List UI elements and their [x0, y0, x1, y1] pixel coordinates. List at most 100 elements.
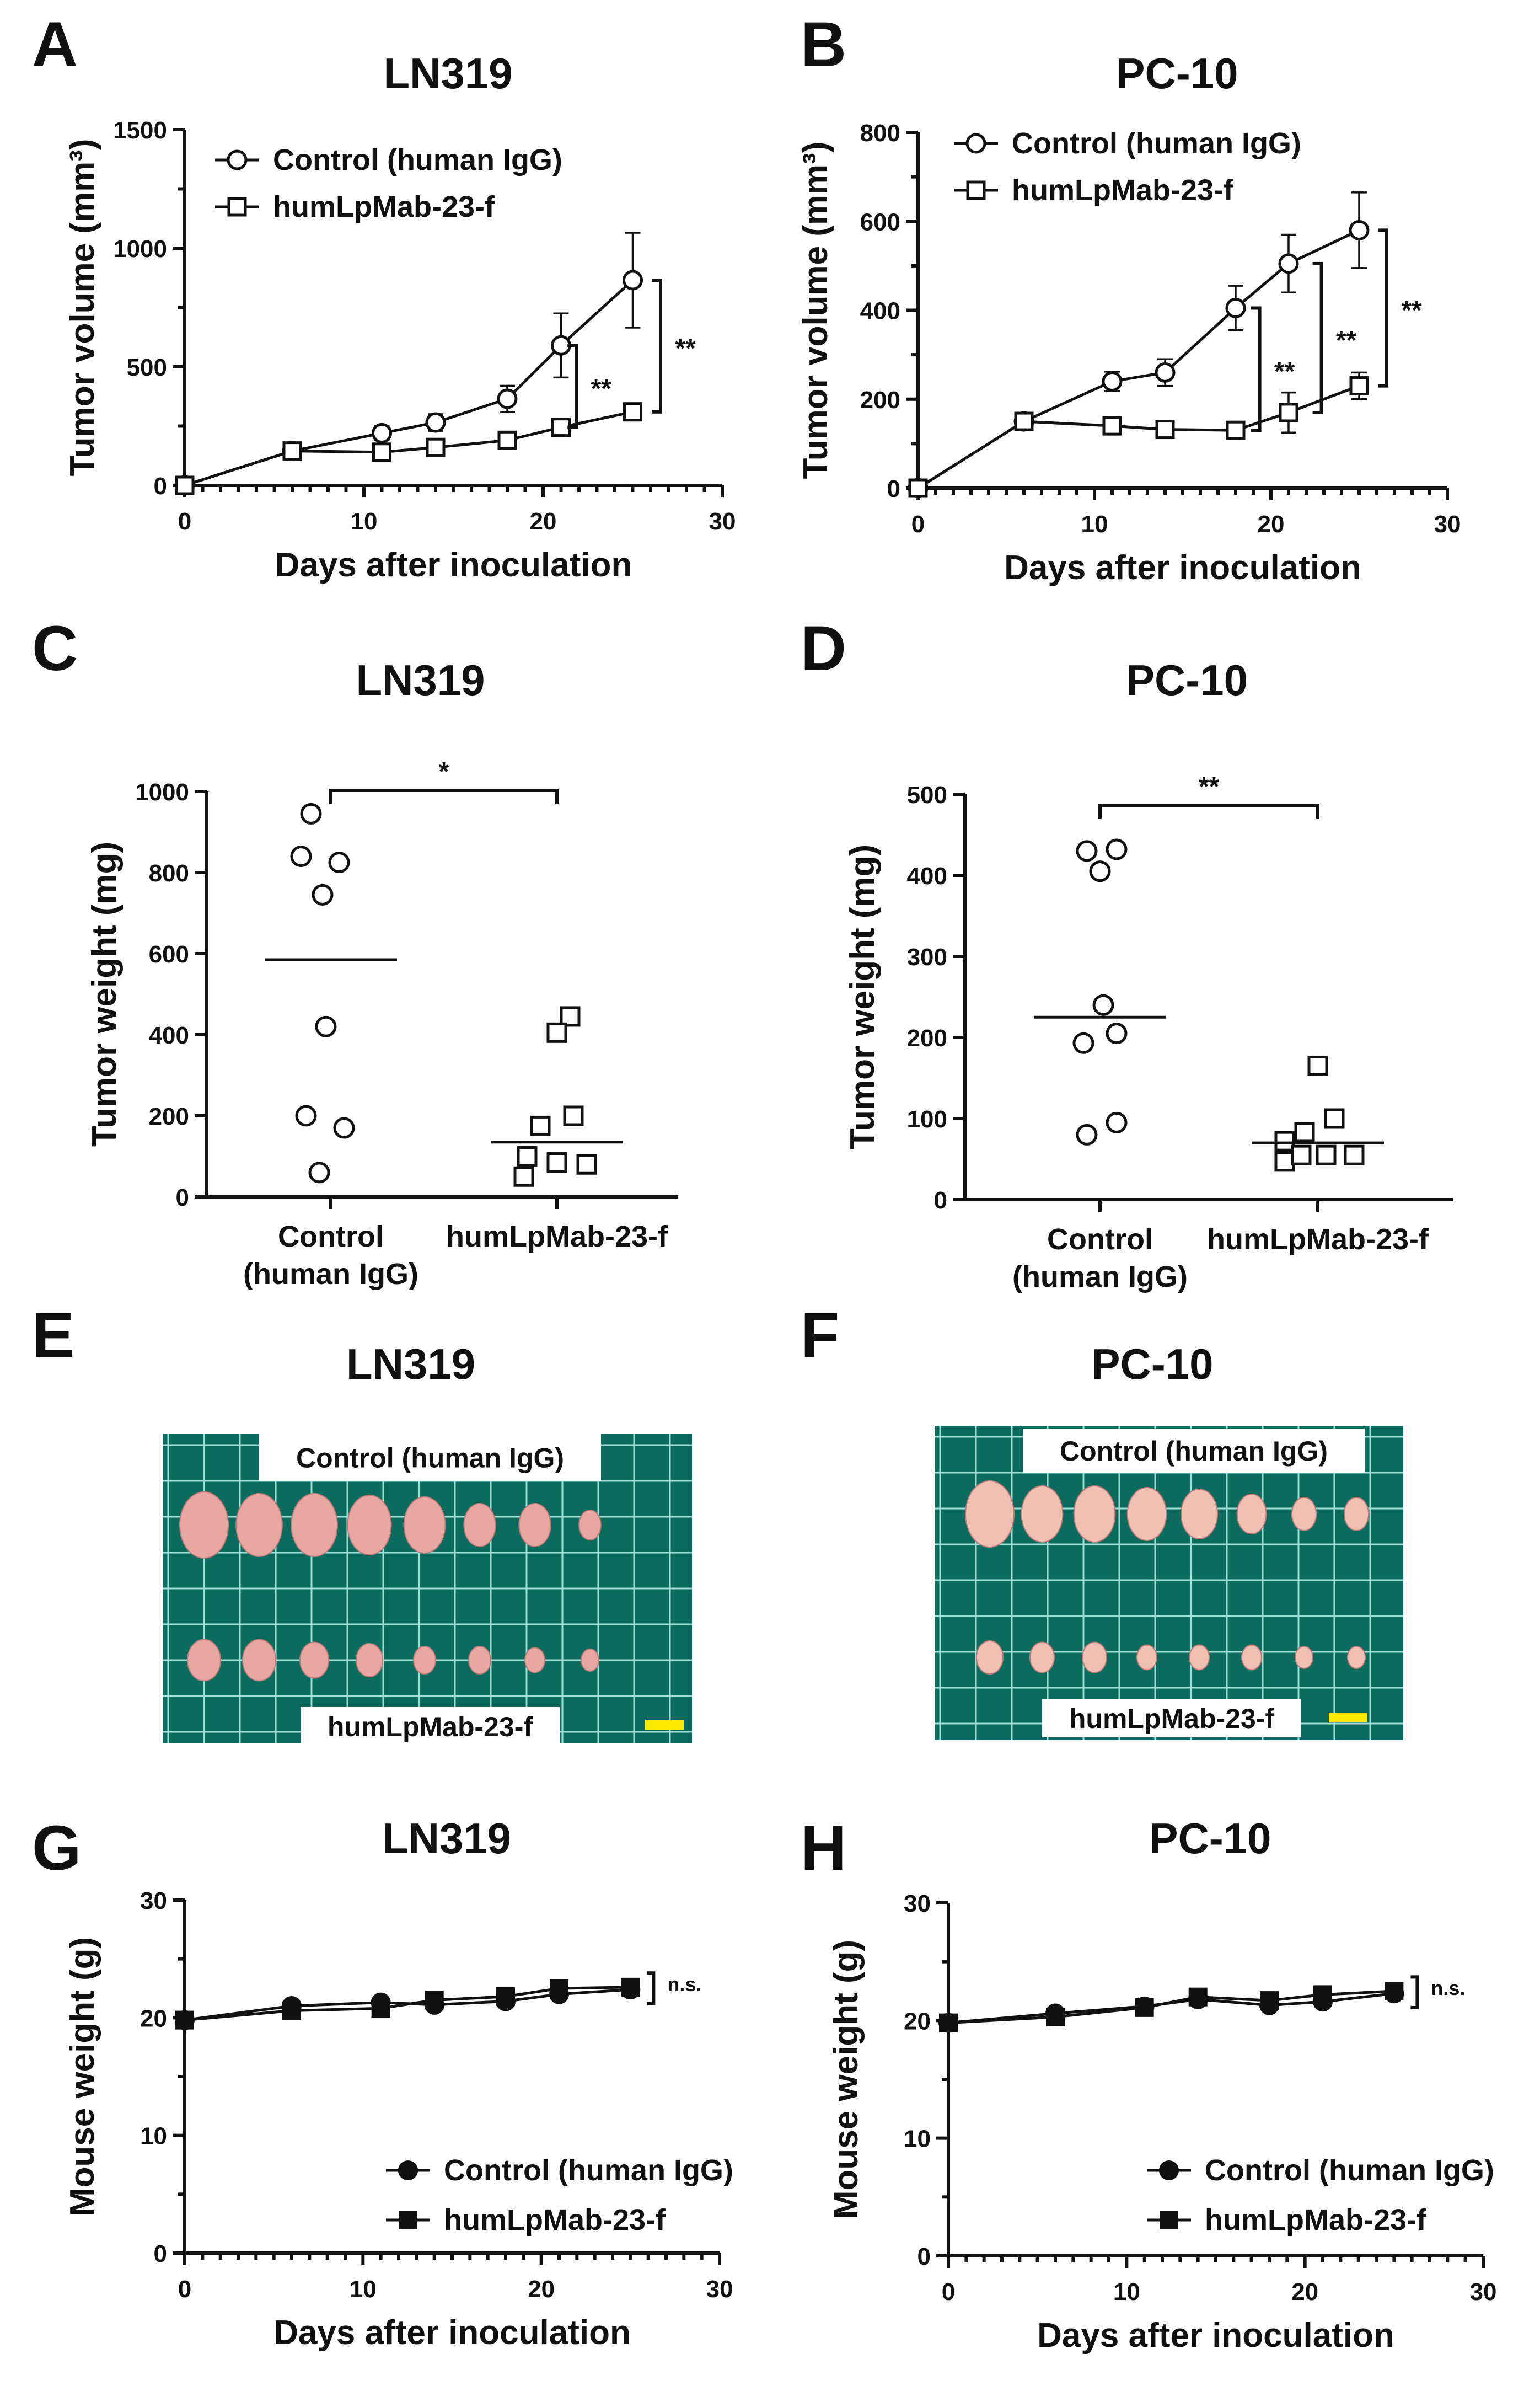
chart-a-y-tick-label: 1500 — [113, 117, 167, 144]
chart-c-group-1-point — [560, 1006, 581, 1027]
chart-c-group-0-point — [312, 884, 334, 906]
chart-a-x-tick-label: 30 — [709, 508, 736, 535]
chart-a-legend-label: Control (human IgG) — [273, 143, 562, 176]
photo-e-tumors-ln319: LN319 Control (human IgG) humLpMab-23-f — [163, 1340, 692, 1746]
photo-f-top-label: Control (human IgG) — [1060, 1436, 1328, 1467]
chart-h-x-tick-label: 20 — [1291, 2278, 1318, 2305]
chart-c-y-tick-label: 400 — [149, 1022, 189, 1049]
chart-a-x-label: Days after inoculation — [275, 546, 632, 584]
chart-b-y-tick-label: 0 — [887, 475, 900, 502]
chart-h-series-1-point — [1046, 2007, 1065, 2026]
chart-g-series-1-point — [175, 2010, 194, 2030]
chart-d-y-tick-label: 400 — [907, 863, 947, 890]
chart-a-y-tick-label: 500 — [127, 354, 167, 381]
chart-c-category-label: Control — [278, 1220, 384, 1253]
panel-letter-e: E — [32, 1300, 74, 1371]
chart-a-series-0-point — [623, 270, 643, 291]
panel-letter-f: F — [801, 1300, 839, 1371]
chart-c-title: LN319 — [356, 656, 485, 704]
photo-f-tumor-bottom — [1241, 1644, 1262, 1671]
chart-g-legend-marker — [399, 2211, 417, 2229]
chart-c-category-label: (human IgG) — [243, 1258, 418, 1291]
photo-f-tumor-top — [1021, 1485, 1064, 1543]
chart-d-group-0-point — [1072, 1032, 1094, 1054]
chart-b-series-0-point — [1225, 297, 1246, 318]
photo-e-scale-bar — [645, 1720, 684, 1730]
chart-b-title: PC-10 — [1116, 49, 1238, 98]
chart-h-x-tick-label: 30 — [1470, 2278, 1497, 2305]
chart-d-group-0-point — [1076, 840, 1098, 862]
chart-g-x-tick-label: 30 — [706, 2276, 733, 2303]
panel-letter-g: G — [32, 1813, 81, 1884]
chart-h-significance-label: n.s. — [1431, 1977, 1465, 1999]
chart-b-y-tick-label: 400 — [860, 298, 900, 325]
chart-h-series-1-point — [1188, 1987, 1208, 2007]
chart-c-group-0-point — [300, 803, 322, 825]
chart-b-series-1-point — [1102, 416, 1122, 436]
chart-c-group-1-point — [530, 1115, 551, 1136]
chart-d-significance-bracket — [1098, 804, 1319, 819]
chart-d-significance-label: ** — [1199, 772, 1220, 801]
chart-b-series-1-point — [1226, 420, 1246, 440]
chart-b-x-label: Days after inoculation — [1004, 549, 1361, 587]
chart-b-series-1-line — [917, 384, 1360, 490]
chart-b-series-0-point — [1155, 362, 1176, 383]
chart-b-significance-bracket — [1312, 261, 1323, 414]
chart-c-category-label: humLpMab-23-f — [446, 1220, 668, 1253]
chart-c-group-0-point — [308, 1162, 330, 1184]
chart-g-x-tick-label: 0 — [178, 2276, 191, 2303]
chart-a-legend-marker — [227, 197, 247, 217]
panel-letter-d: D — [801, 613, 846, 684]
chart-b-x-tick-label: 0 — [911, 511, 925, 538]
chart-h-significance-bracket — [1410, 1975, 1419, 2009]
chart-d-y-tick-label: 0 — [934, 1187, 947, 1214]
chart-b-x-tick-label: 20 — [1258, 511, 1285, 538]
photo-f-tumor-bottom — [1136, 1644, 1157, 1671]
chart-b-legend-label: humLpMab-23-f — [1012, 174, 1234, 207]
chart-b-significance-bracket — [1378, 228, 1388, 388]
chart-c-y-label: Tumor weight (mg) — [85, 842, 124, 1147]
chart-b-series-1-point — [908, 478, 928, 498]
chart-c-group-0-point — [333, 1117, 355, 1139]
chart-b-series-1-point — [1014, 411, 1034, 431]
photo-e-tumor-top — [578, 1510, 602, 1540]
chart-h-series-1-point — [1260, 1991, 1279, 2010]
chart-a-significance-label: ** — [675, 334, 696, 363]
photo-f-tumor-bottom — [1189, 1644, 1210, 1671]
chart-a-series-1-point — [551, 418, 571, 437]
chart-d-group-1-point — [1344, 1144, 1365, 1165]
chart-b-legend-label: Control (human IgG) — [1012, 127, 1301, 160]
chart-d-group-0-point — [1076, 1124, 1098, 1146]
photo-e-bottom-label: humLpMab-23-f — [328, 1711, 533, 1742]
photo-e-tumor-top — [235, 1493, 283, 1557]
chart-c-group-1-point — [546, 1152, 567, 1173]
chart-b-y-tick-label: 600 — [860, 208, 900, 236]
chart-g-y-label: Mouse weight (g) — [63, 1937, 101, 2216]
chart-a-legend-marker — [227, 149, 248, 170]
chart-a-legend-label: humLpMab-23-f — [273, 190, 495, 223]
photo-f-scale-bar — [1329, 1713, 1367, 1722]
chart-d-group-1-point — [1294, 1122, 1315, 1143]
chart-g-series-1-point — [621, 1977, 640, 1997]
chart-c-group-0-point — [315, 1015, 337, 1037]
chart-b-tumor-volume-pc10: PC-10 0 10 20 30 0 200 400 600 800 Days after inoc… — [797, 49, 1461, 587]
chart-d-y-tick-label: 300 — [907, 944, 947, 971]
chart-h-legend-marker — [1159, 2160, 1179, 2180]
chart-a-x-tick-label: 0 — [178, 508, 191, 535]
chart-g-series-1-point — [282, 2001, 301, 2020]
photo-f-title: PC-10 — [1091, 1340, 1213, 1388]
chart-a-series-0-line — [184, 279, 634, 487]
chart-h-mouse-weight-pc10: PC-10 0 10 20 30 0 10 20 30 Days after inoculatio… — [827, 1814, 1496, 2355]
chart-a-series-0-point — [497, 388, 518, 409]
chart-b-y-tick-label: 200 — [860, 387, 900, 414]
photo-e-title: LN319 — [346, 1340, 475, 1388]
chart-a-series-1-point — [372, 442, 391, 462]
chart-g-y-tick-label: 0 — [154, 2240, 167, 2267]
chart-g-legend-label: Control (human IgG) — [444, 2154, 733, 2187]
chart-b-significance-label: ** — [1336, 326, 1357, 355]
chart-c-group-1-point — [546, 1022, 567, 1043]
chart-b-legend-marker — [966, 180, 986, 200]
chart-g-series-1-point — [550, 1979, 568, 1998]
photo-e-tumor-bottom — [299, 1641, 329, 1679]
